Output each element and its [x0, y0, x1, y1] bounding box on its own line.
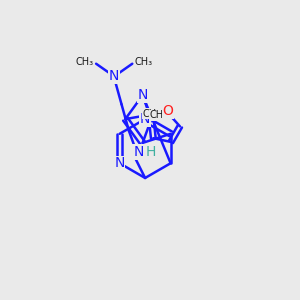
Text: N: N — [114, 156, 125, 170]
Text: CH₃: CH₃ — [142, 109, 161, 118]
Text: N: N — [133, 145, 143, 159]
Text: CH₃: CH₃ — [76, 57, 94, 67]
Text: O: O — [162, 104, 173, 118]
Text: CH₃: CH₃ — [149, 110, 167, 120]
Text: CH₃: CH₃ — [135, 57, 153, 67]
Text: H: H — [146, 145, 156, 159]
Text: N: N — [140, 112, 150, 126]
Text: N: N — [137, 88, 148, 102]
Text: N: N — [109, 69, 119, 83]
